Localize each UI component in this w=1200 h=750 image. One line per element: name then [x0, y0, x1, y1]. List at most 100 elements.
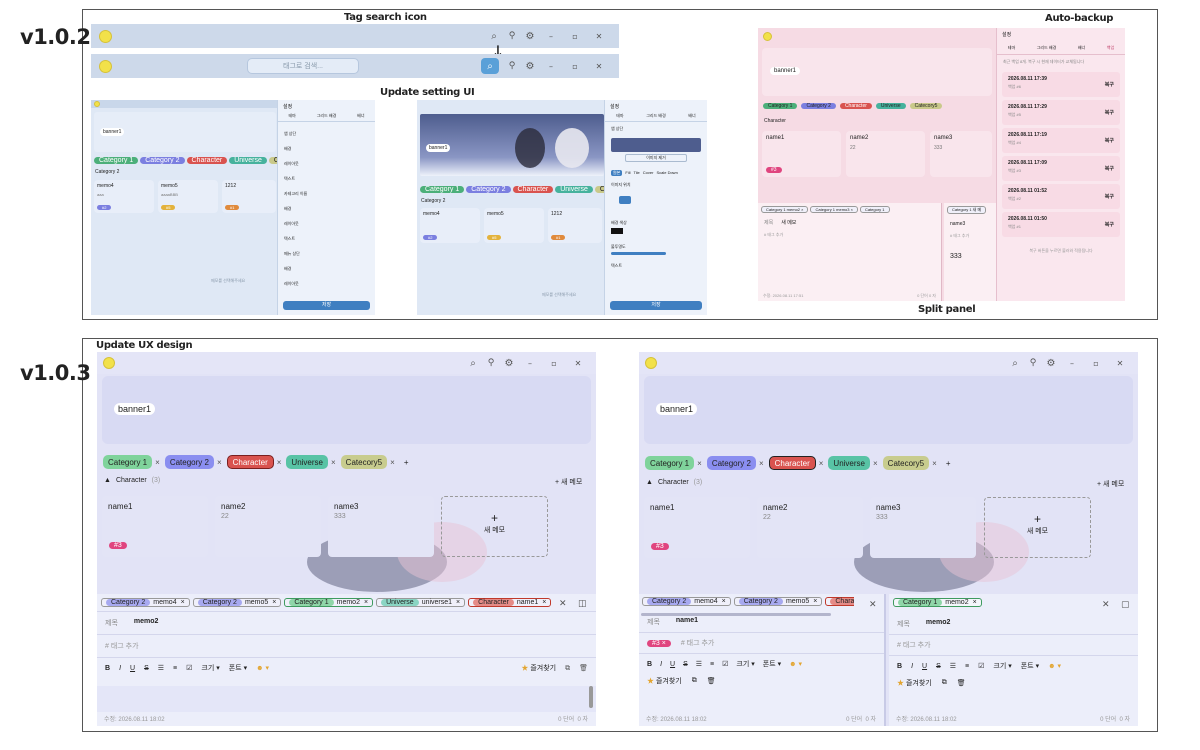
favorite-button[interactable]: ★ 즐겨찾기 [521, 665, 557, 672]
memo-card[interactable]: memo5 #5 [484, 208, 544, 243]
settings-item[interactable]: 카테고리 이름 [284, 191, 308, 196]
trash-icon[interactable]: 🗑 [579, 664, 588, 672]
memo-card[interactable]: name3 333 [870, 497, 976, 558]
minimize-button[interactable]: – [1070, 358, 1074, 368]
memo-card[interactable]: name3 333 [930, 131, 992, 177]
pin-icon[interactable]: ⚲ [1029, 358, 1037, 368]
trash-icon[interactable]: 🗑 [956, 680, 966, 687]
editor-tab[interactable]: Category 2 memo5 × [733, 597, 823, 606]
tab-close-icon[interactable]: × [272, 599, 277, 606]
favorite-button[interactable]: ★ 즐겨찾기 [647, 678, 682, 685]
gear-icon[interactable]: ⚙ [525, 60, 535, 72]
numbered-list-button[interactable]: ≡ [173, 664, 178, 672]
collapse-icon[interactable]: ▲ [104, 477, 111, 484]
banner-image[interactable]: banner1 [420, 114, 604, 176]
editor-tab[interactable]: Category 2 memo5 × [192, 598, 282, 607]
editor-tab[interactable]: Category 2 memo4 × [101, 598, 190, 607]
copy-icon[interactable]: ⧉ [941, 679, 947, 686]
editor-tab[interactable]: Category 1 memo2 × [284, 598, 374, 607]
title-input[interactable]: memo2 [133, 618, 159, 625]
memo-card[interactable]: name1 #3 [762, 131, 841, 177]
close-editor-icon[interactable]: ✕ [1102, 600, 1110, 610]
font-dropdown[interactable]: 폰트 ▾ [228, 665, 248, 672]
banner[interactable]: banner1 [644, 376, 1133, 444]
favorite-button[interactable]: ★ 즐겨찾기 [897, 680, 932, 687]
maximize-button[interactable]: ▫ [1093, 358, 1099, 368]
settings-item[interactable]: 레이아웃 [284, 281, 299, 286]
restore-button[interactable]: 복구 [1104, 166, 1114, 172]
size-dropdown[interactable]: 크기 ▾ [201, 665, 220, 672]
restore-button[interactable]: 복구 [1104, 82, 1114, 88]
trash-icon[interactable]: 🗑 [706, 678, 716, 685]
memo-card[interactable]: 1212 #1 [222, 180, 276, 213]
category-chip[interactable]: Universe [286, 455, 328, 469]
category-chip[interactable]: Category 1 [103, 455, 153, 469]
gear-icon[interactable]: ⚙ [504, 357, 514, 369]
memo-card[interactable]: name3 333 [328, 496, 434, 557]
banner[interactable]: banner1 [102, 376, 591, 444]
editor-tab[interactable]: Universe universe1 × [376, 598, 466, 607]
maximize-pane-icon[interactable]: ▢ [1121, 600, 1130, 610]
close-button[interactable]: ✕ [1116, 358, 1124, 368]
editor-tab[interactable]: Character name1 × [468, 598, 552, 607]
restore-button[interactable]: 복구 [1104, 138, 1114, 144]
italic-button[interactable]: I [119, 664, 122, 672]
tab-close-icon[interactable]: × [813, 598, 818, 605]
restore-button[interactable]: 복구 [1104, 222, 1114, 228]
tab-close-icon[interactable]: × [542, 599, 547, 606]
restore-button[interactable]: 복구 [1104, 194, 1114, 200]
gear-icon[interactable]: ⚙ [1046, 357, 1056, 369]
memo-card[interactable]: name1 #3 [102, 496, 208, 557]
pin-icon[interactable]: ⚲ [508, 61, 516, 71]
tab-close-icon[interactable]: × [456, 599, 461, 606]
settings-item[interactable]: 배경 [284, 266, 292, 271]
tag-search-input[interactable]: 태그로 검색... [247, 58, 359, 74]
minimize-button[interactable]: – [528, 358, 532, 368]
banner[interactable]: banner1 [762, 48, 992, 96]
close-editor-icon[interactable]: ✕ [869, 600, 877, 610]
settings-item[interactable]: 텍스트 [284, 176, 296, 181]
memo-card[interactable]: memo5 aaaaBBB #5 [158, 180, 218, 213]
bold-button[interactable]: B [105, 664, 111, 672]
search-icon[interactable]: ⌕ [1012, 357, 1018, 369]
maximize-button[interactable]: ▫ [572, 31, 578, 41]
editor-body[interactable] [97, 686, 596, 712]
new-memo-button[interactable]: + 새 메모 [1097, 481, 1125, 488]
search-icon[interactable]: ⌕ [470, 357, 476, 369]
gear-icon[interactable]: ⚙ [525, 30, 535, 42]
memo-card[interactable]: 1212 #1 [548, 208, 602, 243]
settings-item[interactable]: 배경 [284, 146, 292, 151]
copy-icon[interactable]: ⧉ [691, 677, 697, 684]
underline-button[interactable]: U [130, 664, 136, 672]
color-swatch[interactable] [611, 228, 623, 234]
strike-button[interactable]: S [144, 664, 149, 672]
tab-close-icon[interactable]: × [180, 599, 185, 606]
tab-banner[interactable]: 배너 [357, 113, 365, 118]
emoji-dropdown[interactable]: ☻ ▾ [256, 665, 269, 672]
category-chip[interactable]: Character [226, 455, 274, 469]
memo-card[interactable]: name2 22 [846, 131, 925, 177]
settings-item[interactable]: 배경 [284, 206, 292, 211]
settings-item[interactable]: 레이아웃 [284, 221, 299, 226]
search-icon[interactable]: ⌕ [491, 30, 497, 42]
opacity-slider[interactable] [611, 252, 666, 255]
copy-icon[interactable]: ⧉ [565, 663, 571, 672]
category-chip[interactable]: Catecory5 [340, 455, 388, 469]
tab-close-icon[interactable]: × [721, 598, 726, 605]
memo-card[interactable]: memo4 aaa #2 [94, 180, 154, 213]
settings-item[interactable]: 메뉴 상단 [284, 251, 300, 256]
scrollbar[interactable] [589, 686, 593, 708]
new-memo-card[interactable]: + 새 메모 [441, 496, 548, 557]
close-button[interactable]: ✕ [574, 358, 582, 368]
search-icon-active[interactable]: ⌕ [481, 58, 499, 74]
tab-close-icon[interactable]: × [363, 599, 369, 606]
position-selected[interactable] [619, 196, 631, 204]
tag-input[interactable]: # 태그 추가 [97, 635, 596, 658]
add-category-button[interactable]: + [403, 457, 409, 467]
editor-tab[interactable]: Category 1 memo2 × [893, 598, 982, 607]
memo-card[interactable]: name2 22 [215, 496, 321, 557]
restore-button[interactable]: 복구 [1104, 110, 1114, 116]
category-chip[interactable]: Category 2 [164, 455, 214, 469]
maximize-button[interactable]: ▫ [572, 61, 578, 71]
editor-tab[interactable]: Category 2 memo4 × [642, 597, 731, 606]
